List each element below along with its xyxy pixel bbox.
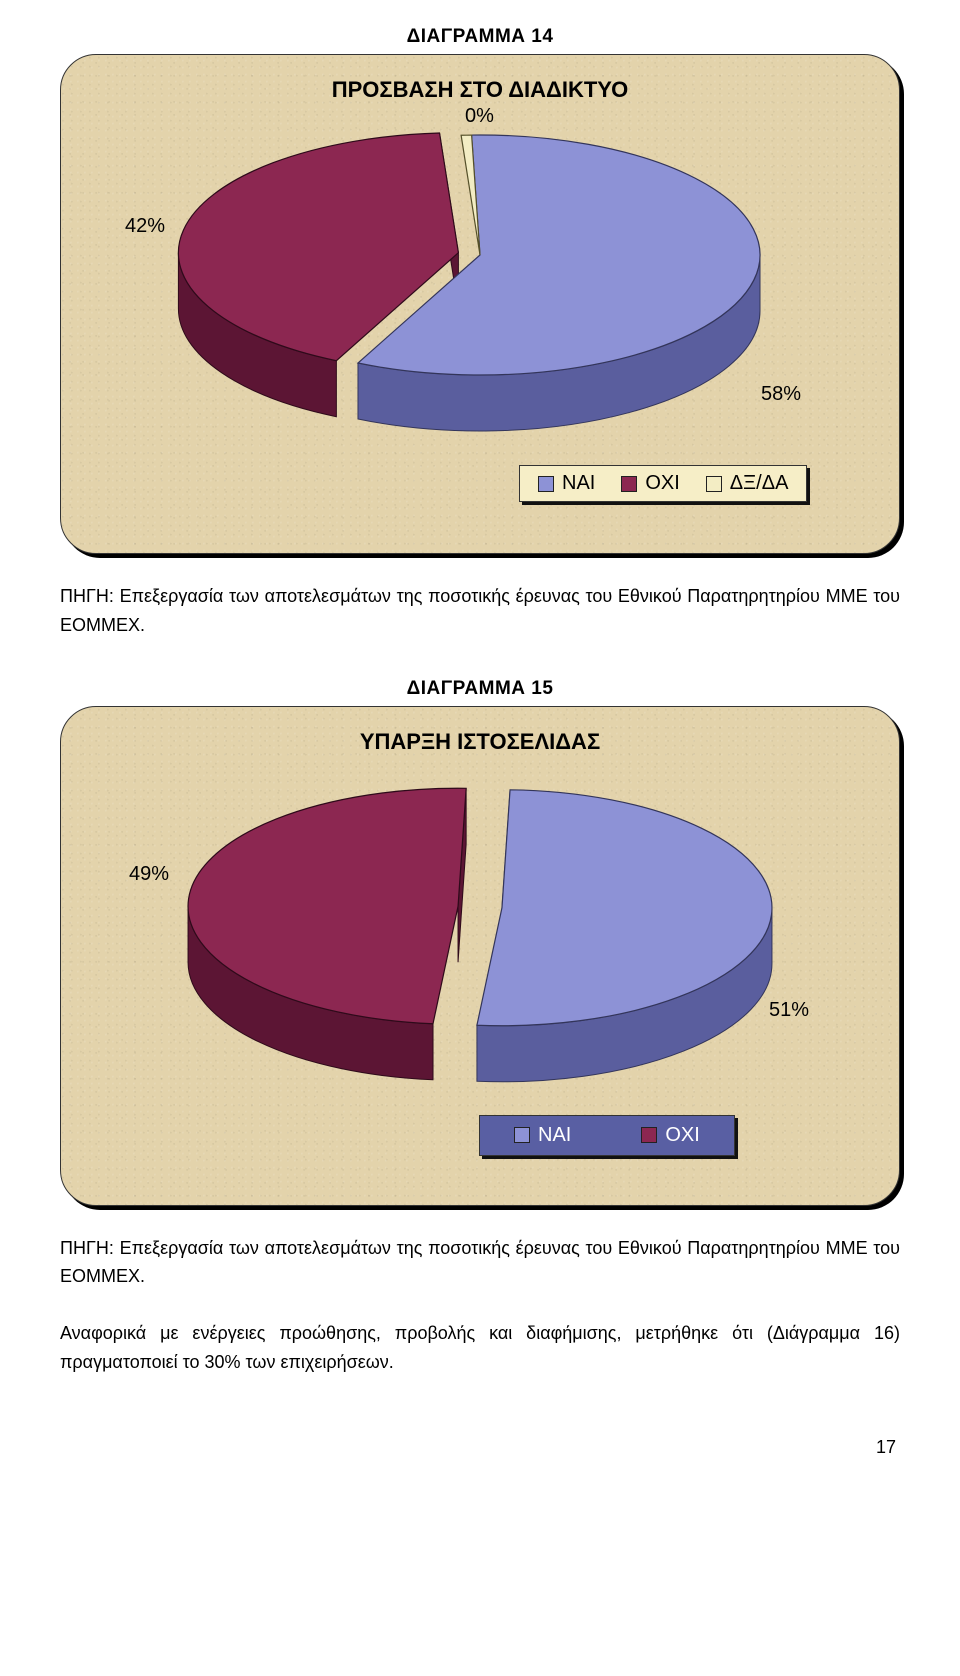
legend-label: ΟΧΙ xyxy=(645,472,679,495)
page-number: 17 xyxy=(60,1437,900,1458)
chart15-caption-body: Αναφορικά με ενέργειες προώθησης, προβολ… xyxy=(60,1319,900,1377)
legend-label: ΔΞ/ΔΑ xyxy=(730,472,789,495)
chart15-label-left: 49% xyxy=(129,863,169,886)
chart15-caption-source: ΠΗΓΗ: Επεξεργασία των αποτελεσμάτων της … xyxy=(60,1234,900,1292)
chart14-caption: ΠΗΓΗ: Επεξεργασία των αποτελεσμάτων της … xyxy=(60,582,900,640)
chart14-area: 0% 42% 58% ΝΑΙ ΟΧΙ ΔΞ/ΔΑ xyxy=(89,105,871,525)
legend-label: ΟΧΙ xyxy=(665,1124,699,1147)
chart14-title: ΠΡΟΣΒΑΣΗ ΣΤΟ ΔΙΑΔΙΚΤΥΟ xyxy=(89,77,871,103)
chart14-label-right: 58% xyxy=(761,383,801,406)
page: ΔΙΑΓΡΑΜΜΑ 14 ΠΡΟΣΒΑΣΗ ΣΤΟ ΔΙΑΔΙΚΤΥΟ 0% 4… xyxy=(0,0,960,1498)
chart14-legend: ΝΑΙ ΟΧΙ ΔΞ/ΔΑ xyxy=(519,465,807,502)
chart14-label-top: 0% xyxy=(465,105,494,128)
chart14-label-left: 42% xyxy=(125,215,165,238)
legend-swatch xyxy=(538,476,554,492)
legend-swatch xyxy=(706,476,722,492)
legend-item: ΟΧΙ xyxy=(641,1124,699,1147)
chart15-area: 49% 51% ΝΑΙ ΟΧΙ xyxy=(89,757,871,1177)
chart15-title: ΥΠΑΡΞΗ ΙΣΤΟΣΕΛΙΔΑΣ xyxy=(89,729,871,755)
chart15-heading: ΔΙΑΓΡΑΜΜΑ 15 xyxy=(60,678,900,700)
legend-label: ΝΑΙ xyxy=(562,472,595,495)
legend-item: ΝΑΙ xyxy=(538,472,595,495)
legend-item: ΔΞ/ΔΑ xyxy=(706,472,789,495)
legend-label: ΝΑΙ xyxy=(538,1124,571,1147)
legend-swatch xyxy=(641,1127,657,1143)
chart15-card: ΥΠΑΡΞΗ ΙΣΤΟΣΕΛΙΔΑΣ 49% 51% ΝΑΙ ΟΧΙ xyxy=(60,706,900,1206)
chart14-heading: ΔΙΑΓΡΑΜΜΑ 14 xyxy=(60,26,900,48)
chart15-label-right: 51% xyxy=(769,999,809,1022)
legend-item: ΝΑΙ xyxy=(514,1124,571,1147)
chart15-pie xyxy=(100,757,860,1097)
chart14-pie xyxy=(100,105,860,445)
chart15-legend: ΝΑΙ ΟΧΙ xyxy=(479,1115,735,1156)
legend-item: ΟΧΙ xyxy=(621,472,679,495)
legend-swatch xyxy=(621,476,637,492)
chart14-card: ΠΡΟΣΒΑΣΗ ΣΤΟ ΔΙΑΔΙΚΤΥΟ 0% 42% 58% ΝΑΙ ΟΧΙ… xyxy=(60,54,900,554)
legend-swatch xyxy=(514,1127,530,1143)
